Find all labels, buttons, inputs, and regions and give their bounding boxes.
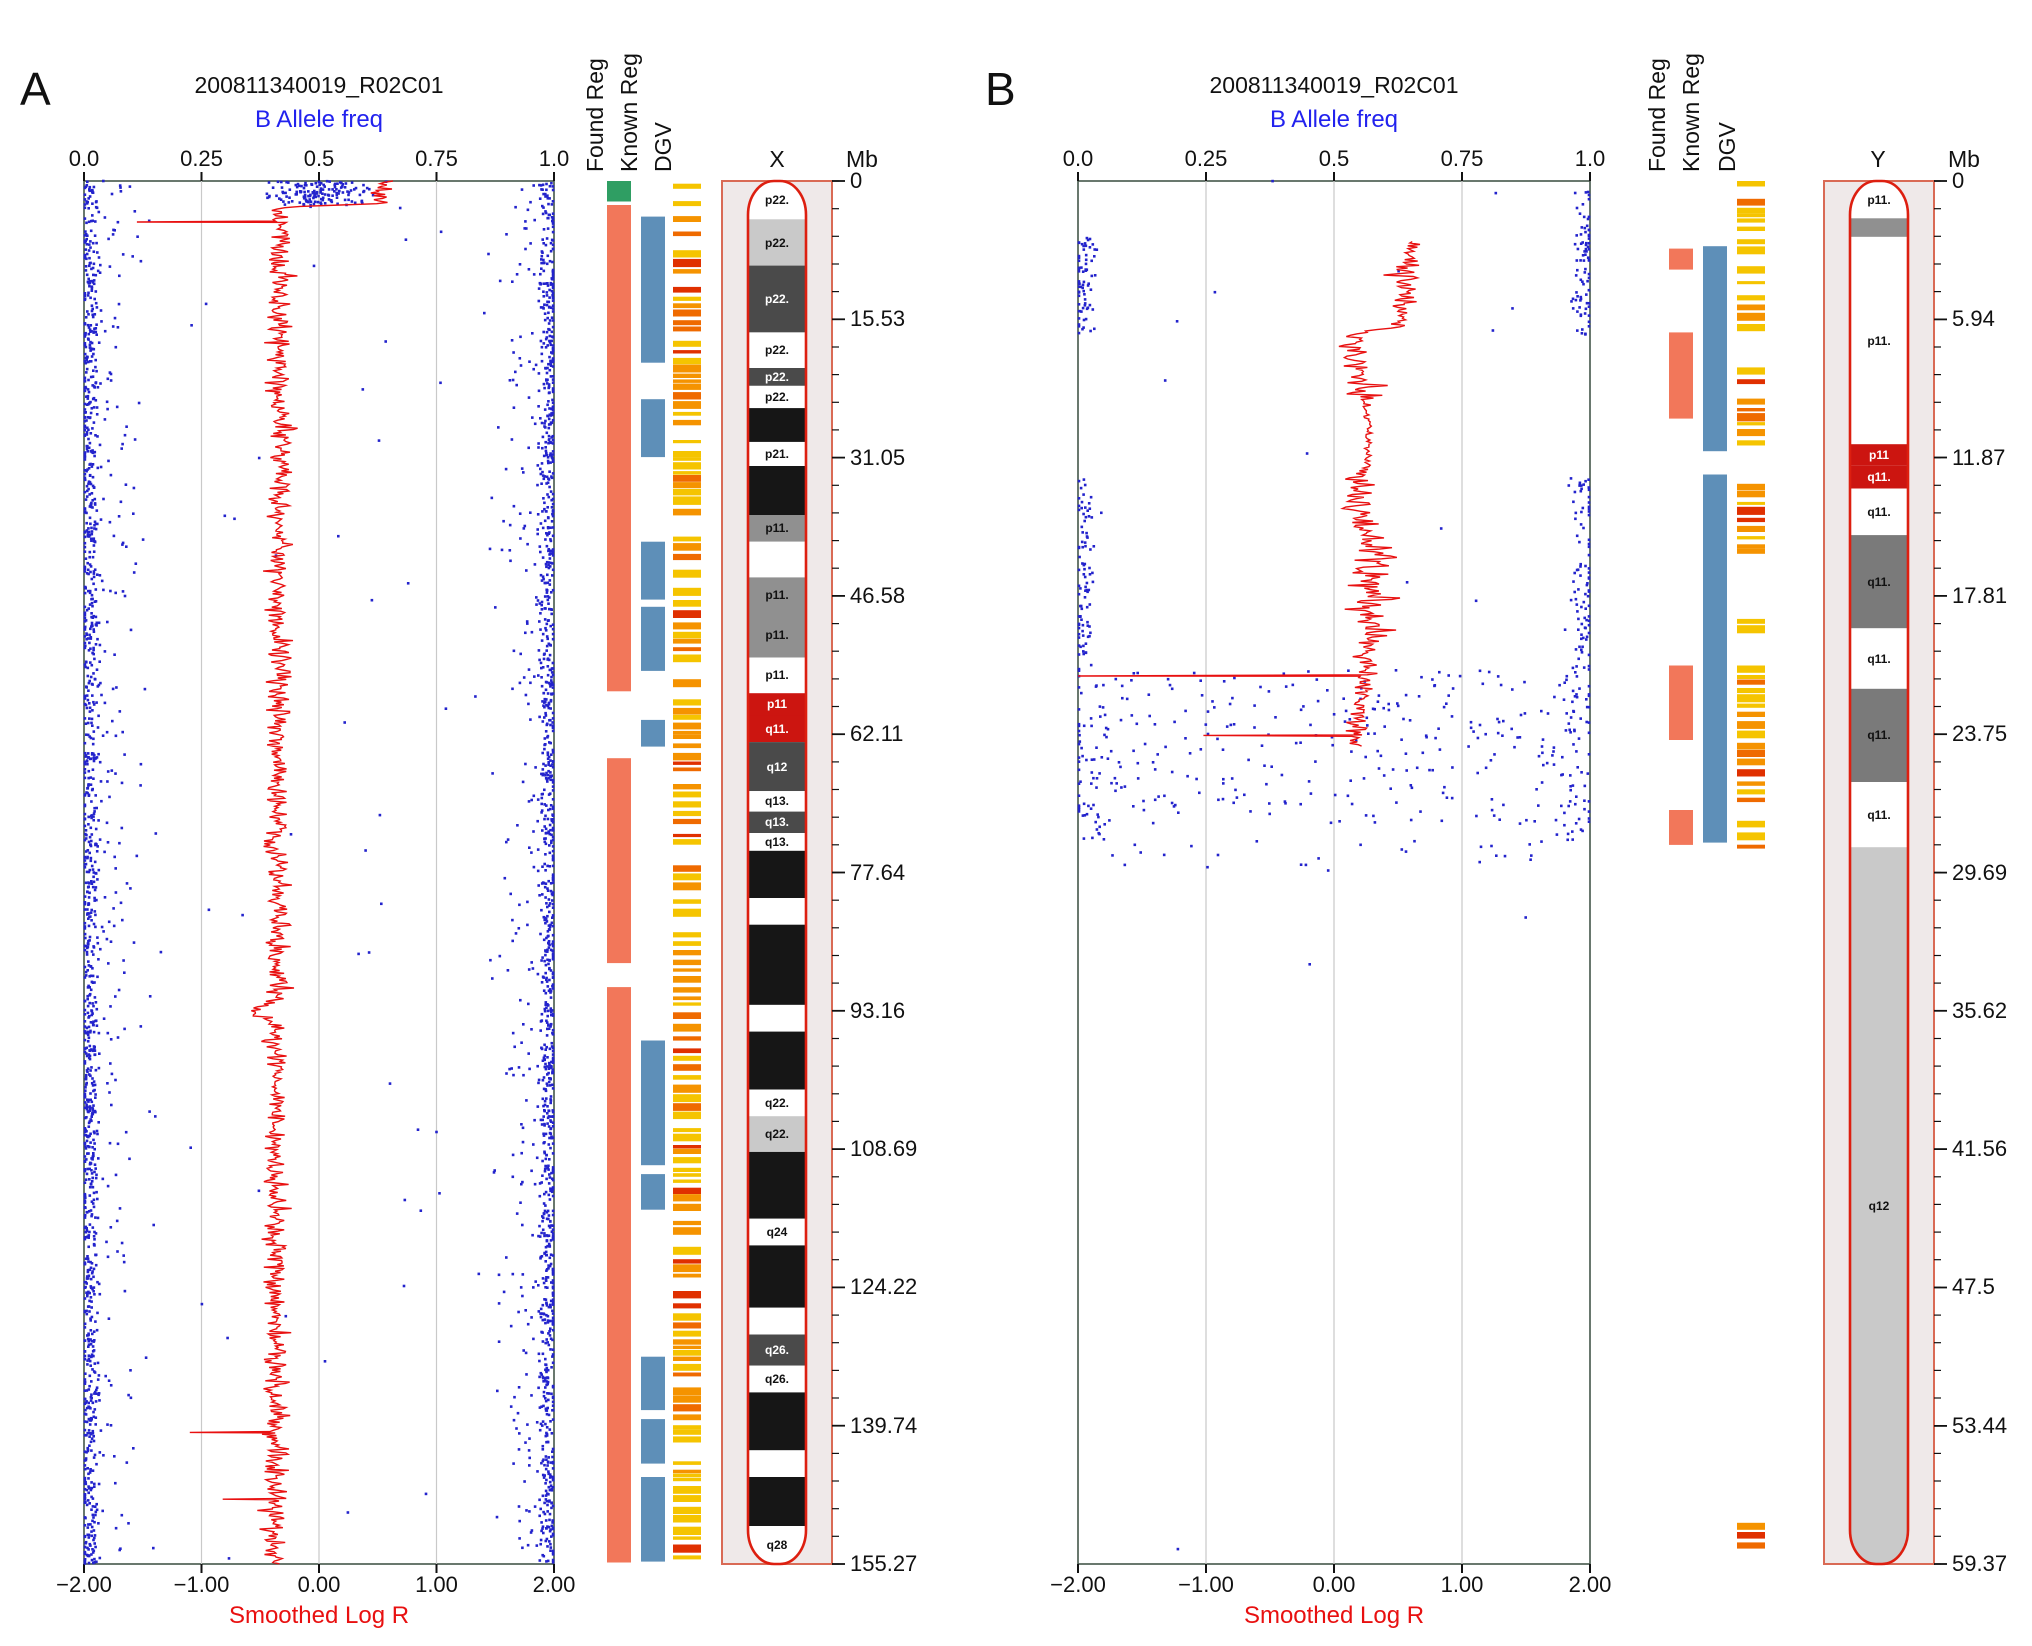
- known-reg-track: [1703, 246, 1727, 843]
- found-reg-track: [607, 181, 631, 1563]
- baf-points-layer: [1077, 179, 1591, 1551]
- ideogram: [1850, 181, 1908, 1564]
- dgv-track: [673, 183, 701, 1560]
- chromosome-outline: [746, 179, 808, 1566]
- panel-B-graphics: [1077, 172, 1947, 1573]
- known-reg-track: [641, 216, 665, 1562]
- baf-points-layer: [83, 179, 555, 1565]
- logr-line: [1077, 240, 1421, 747]
- panel-A-graphics: [83, 172, 845, 1573]
- found-reg-track: [1669, 248, 1693, 845]
- ideogram: [748, 181, 806, 1564]
- logr-line: [136, 180, 394, 1565]
- chromosome-outline: [1848, 179, 1910, 1566]
- dgv-track: [1737, 181, 1765, 1549]
